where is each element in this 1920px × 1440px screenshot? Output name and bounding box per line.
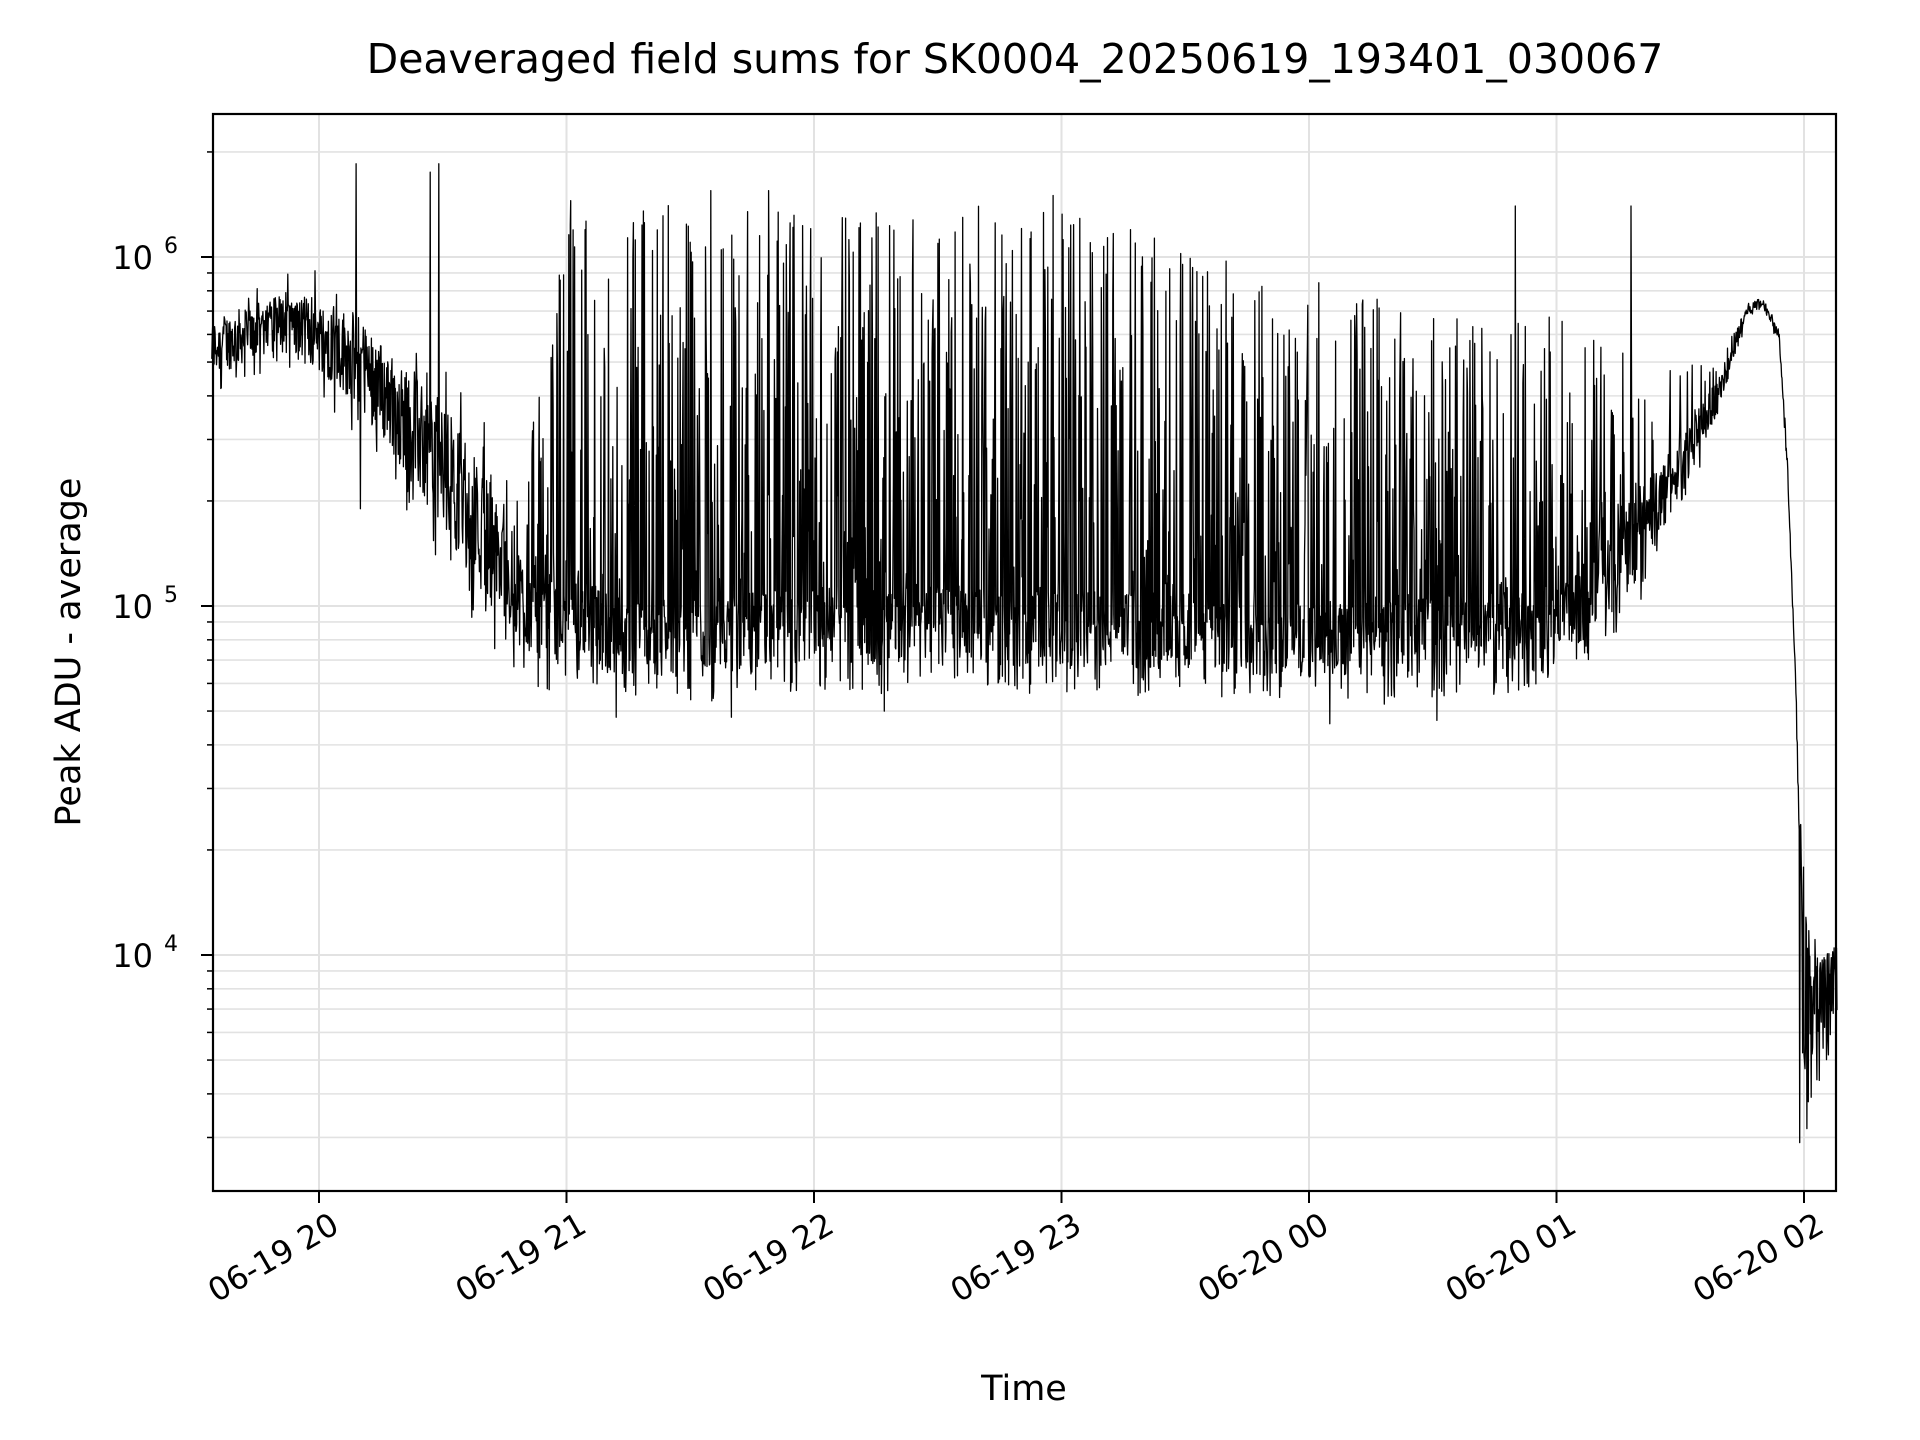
x-tick-label: 06-19 22	[696, 1205, 840, 1310]
series-line	[211, 163, 1838, 1144]
y-tick-exponent: 6	[164, 234, 178, 259]
plot-area-frame	[211, 112, 1838, 1193]
y-axis-label: Peak ADU - average	[49, 478, 89, 827]
y-tick-exponent: 5	[164, 583, 178, 608]
grid-lines	[213, 114, 1836, 1191]
x-tick-label: 06-19 20	[201, 1205, 345, 1310]
x-tick-label: 06-20 00	[1191, 1205, 1335, 1310]
x-axis-label: Time	[980, 1369, 1067, 1409]
x-tick-label: 06-19 21	[449, 1205, 593, 1310]
x-axis-ticks: 06-19 20 06-19 21 06-19 22 06-19 23 06-20 00…	[201, 1191, 1830, 1310]
chart-title: Deaveraged field sums for SK0004_2025061…	[367, 35, 1664, 83]
y-tick-label: 10	[112, 239, 153, 277]
y-axis-ticks: 10 4 10 5 10 6	[112, 151, 213, 1139]
x-tick-label: 06-20 02	[1686, 1205, 1830, 1310]
x-tick-label: 06-19 23	[944, 1205, 1088, 1310]
x-tick-label: 06-20 01	[1439, 1205, 1583, 1310]
series-trace	[211, 163, 1838, 1144]
y-tick-label: 10	[112, 937, 153, 975]
y-tick-exponent: 4	[164, 932, 178, 957]
y-tick-label: 10	[112, 588, 153, 626]
